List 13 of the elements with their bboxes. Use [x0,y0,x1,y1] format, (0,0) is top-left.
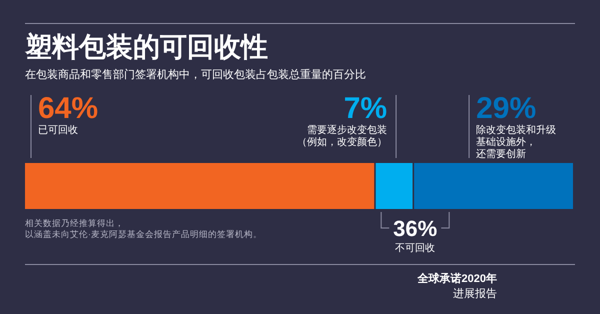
text: 36% [393,216,438,241]
text: 已可回收 [38,125,78,136]
text: 不可回收 [395,243,436,254]
text: 相关数据乃经推算得出，以涵盖未向艾伦·麦克阿瑟基金会报告产品明细的签署机构。 [25,218,262,239]
chart-title: 塑料包装的可回收性 [24,32,268,62]
chart-subtitle: 在包装商品和零售部门签署机构中，可回收包装占包装总重量的百分比 [25,68,366,81]
data-label: 7% [344,92,388,125]
data-label: 29% [476,92,536,125]
series-label: 需要逐步改变包装（例如，改变颜色） [297,124,388,148]
series-label: 除改变包装和升级基础设施外，还需要创新 [476,124,556,160]
text: 进展报告 [453,287,497,300]
text: 全球承诺2020年 [416,272,497,285]
data-label: 64% [38,92,98,125]
